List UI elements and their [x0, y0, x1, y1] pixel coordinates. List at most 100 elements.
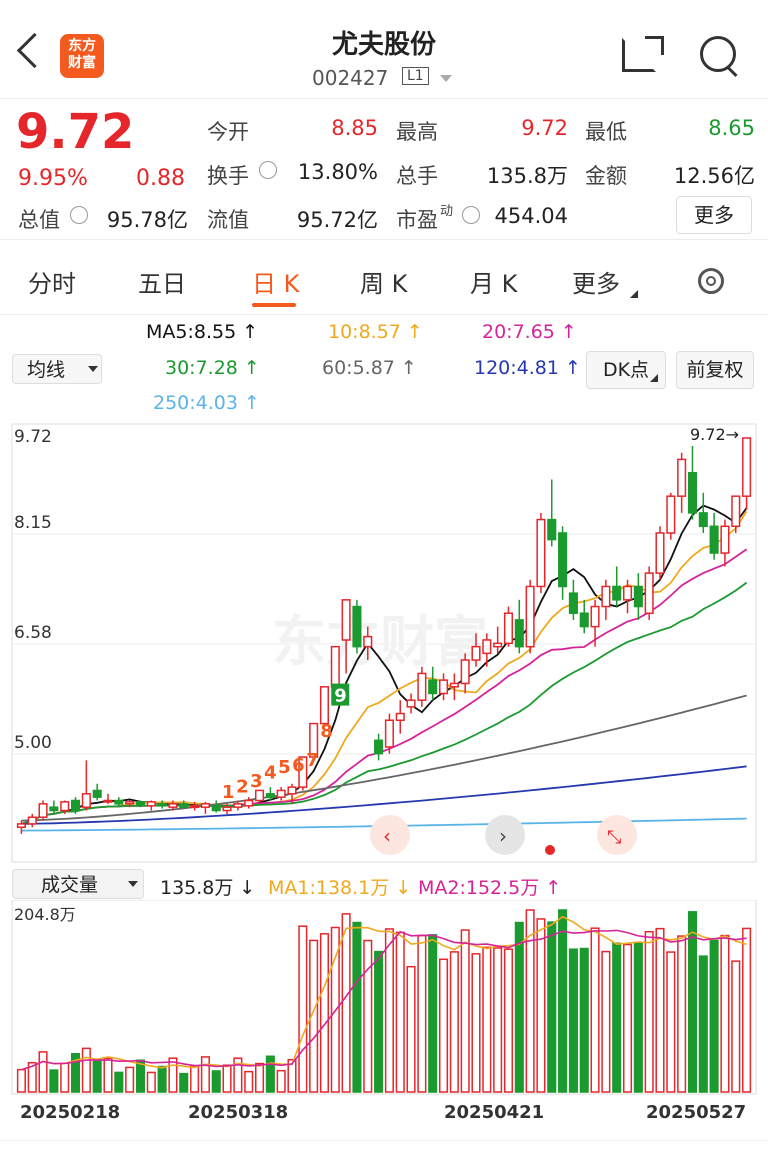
- price-axis-label: 9.72: [14, 427, 52, 447]
- candle-body: [222, 806, 232, 812]
- dk-point-label: DK点: [602, 359, 650, 381]
- volume-bar: [547, 921, 557, 1093]
- volume-bar: [514, 921, 524, 1093]
- pe-sup: 动: [440, 204, 454, 219]
- candle-body: [547, 518, 557, 541]
- volume-bar: [298, 925, 308, 1093]
- volume-bar: [16, 1068, 26, 1093]
- volume-bar: [92, 1060, 102, 1093]
- tab-more-icon: [630, 290, 638, 298]
- adjust-button[interactable]: 前复权: [676, 351, 754, 389]
- candle-body: [449, 682, 459, 688]
- candle-body: [168, 803, 178, 808]
- watermark: 东方财富: [272, 610, 488, 673]
- volume-bar: [666, 951, 676, 1093]
- high-value: 9.72: [521, 116, 568, 140]
- candle-body: [211, 805, 221, 812]
- volume-bar: [222, 1064, 232, 1093]
- fullscreen-button[interactable]: [597, 815, 637, 855]
- change-amount: 0.88: [136, 166, 185, 191]
- td-signal-number: 5: [278, 757, 291, 778]
- date-label: 20250218: [20, 1102, 121, 1123]
- volume-bar: [503, 948, 514, 1093]
- volume-select-dropdown-icon: [128, 881, 138, 887]
- candle-body: [233, 803, 243, 808]
- candle-body: [200, 803, 210, 808]
- candle-body: [395, 712, 405, 721]
- volume-bar: [720, 934, 730, 1093]
- settings-inner-icon: [706, 276, 716, 286]
- candle-body: [49, 806, 59, 812]
- candle-body: [525, 585, 535, 648]
- candle-body: [179, 803, 189, 808]
- volume-select-label: 成交量: [41, 874, 99, 896]
- volume-bar: [179, 1072, 189, 1093]
- candle-body: [103, 799, 113, 803]
- level-badge[interactable]: L1: [402, 67, 429, 85]
- expand-icon[interactable]: ⤡: [607, 827, 621, 848]
- info-icon[interactable]: [70, 206, 88, 224]
- candle-body: [731, 495, 741, 528]
- amount-label: 金额: [585, 164, 627, 188]
- volume-bar: [265, 1055, 275, 1093]
- ma-select[interactable]: 均线: [12, 354, 102, 384]
- ma250-label: 250:4.03 ↑: [153, 392, 260, 414]
- volume-bar: [233, 1057, 243, 1093]
- candle-body: [666, 495, 676, 534]
- tab-more[interactable]: 更多: [572, 270, 620, 298]
- volume-bar: [590, 927, 600, 1093]
- float-value: 95.72亿: [296, 208, 378, 232]
- volume-indicator-select[interactable]: 成交量: [12, 869, 144, 899]
- scroll-left-button[interactable]: [370, 815, 410, 855]
- td-signal-number: 6: [292, 755, 305, 776]
- tab-weekly-k[interactable]: 周 K: [360, 270, 408, 298]
- candle-body: [92, 789, 102, 798]
- scroll-right-button[interactable]: [485, 815, 525, 855]
- candle-body: [157, 803, 167, 807]
- candle-body: [687, 472, 698, 514]
- chevron-right-icon[interactable]: ›: [499, 824, 507, 848]
- volume-bar: [309, 939, 319, 1093]
- volume-ma2-line: [21, 929, 747, 1071]
- volume-bar: [395, 931, 405, 1093]
- chevron-left-icon[interactable]: ‹: [383, 824, 391, 848]
- vol-ma1-label: MA1:138.1万 ↓: [268, 877, 412, 899]
- volume-chart[interactable]: 204.8万: [0, 900, 768, 1100]
- tab-intraday[interactable]: 分时: [28, 270, 76, 298]
- info-icon[interactable]: [259, 161, 277, 179]
- more-button[interactable]: 更多: [676, 196, 752, 234]
- volume-frame: [11, 900, 757, 1095]
- settings-icon[interactable]: [698, 268, 724, 294]
- volume-ma1-line: [21, 915, 747, 1071]
- volume-bar: [687, 911, 698, 1093]
- candle-body: [622, 585, 633, 601]
- td-signal-number: 8: [320, 721, 333, 742]
- candle-body: [298, 756, 308, 788]
- info-icon[interactable]: [462, 206, 480, 224]
- candlestick-chart[interactable]: 东方财富 9.72 8.15 6.58 5.00 1 2 3 4 5 6 789 9.72→…: [0, 420, 768, 866]
- tab-daily-k[interactable]: 日 K: [252, 270, 300, 298]
- candle-body: [146, 801, 156, 807]
- date-label: 20250421: [444, 1102, 545, 1123]
- tab-five-day[interactable]: 五日: [138, 270, 186, 298]
- quote-panel: [0, 99, 768, 240]
- ma20-label: 20:7.65 ↑: [482, 321, 577, 343]
- price-axis-label: 6.58: [14, 623, 52, 643]
- volume-bar: [601, 950, 611, 1093]
- volume-bar: [157, 1065, 167, 1093]
- share-icon[interactable]: [622, 38, 656, 72]
- candle-body: [633, 585, 643, 608]
- turnover-value: 13.80%: [297, 160, 378, 184]
- level-dropdown-icon[interactable]: [440, 75, 452, 82]
- share-arrow-icon[interactable]: [645, 36, 664, 55]
- candle-body: [384, 719, 394, 748]
- high-label: 最高: [396, 120, 438, 144]
- dk-point-button[interactable]: DK点: [586, 351, 666, 389]
- mktcap-label: 总值: [18, 208, 60, 232]
- last-price: 9.72: [16, 104, 135, 160]
- candle-body: [417, 672, 427, 701]
- tab-monthly-k[interactable]: 月 K: [470, 270, 518, 298]
- volume-bar: [471, 953, 481, 1093]
- price-axis-label: 8.15: [14, 513, 52, 533]
- search-icon[interactable]: [700, 36, 736, 72]
